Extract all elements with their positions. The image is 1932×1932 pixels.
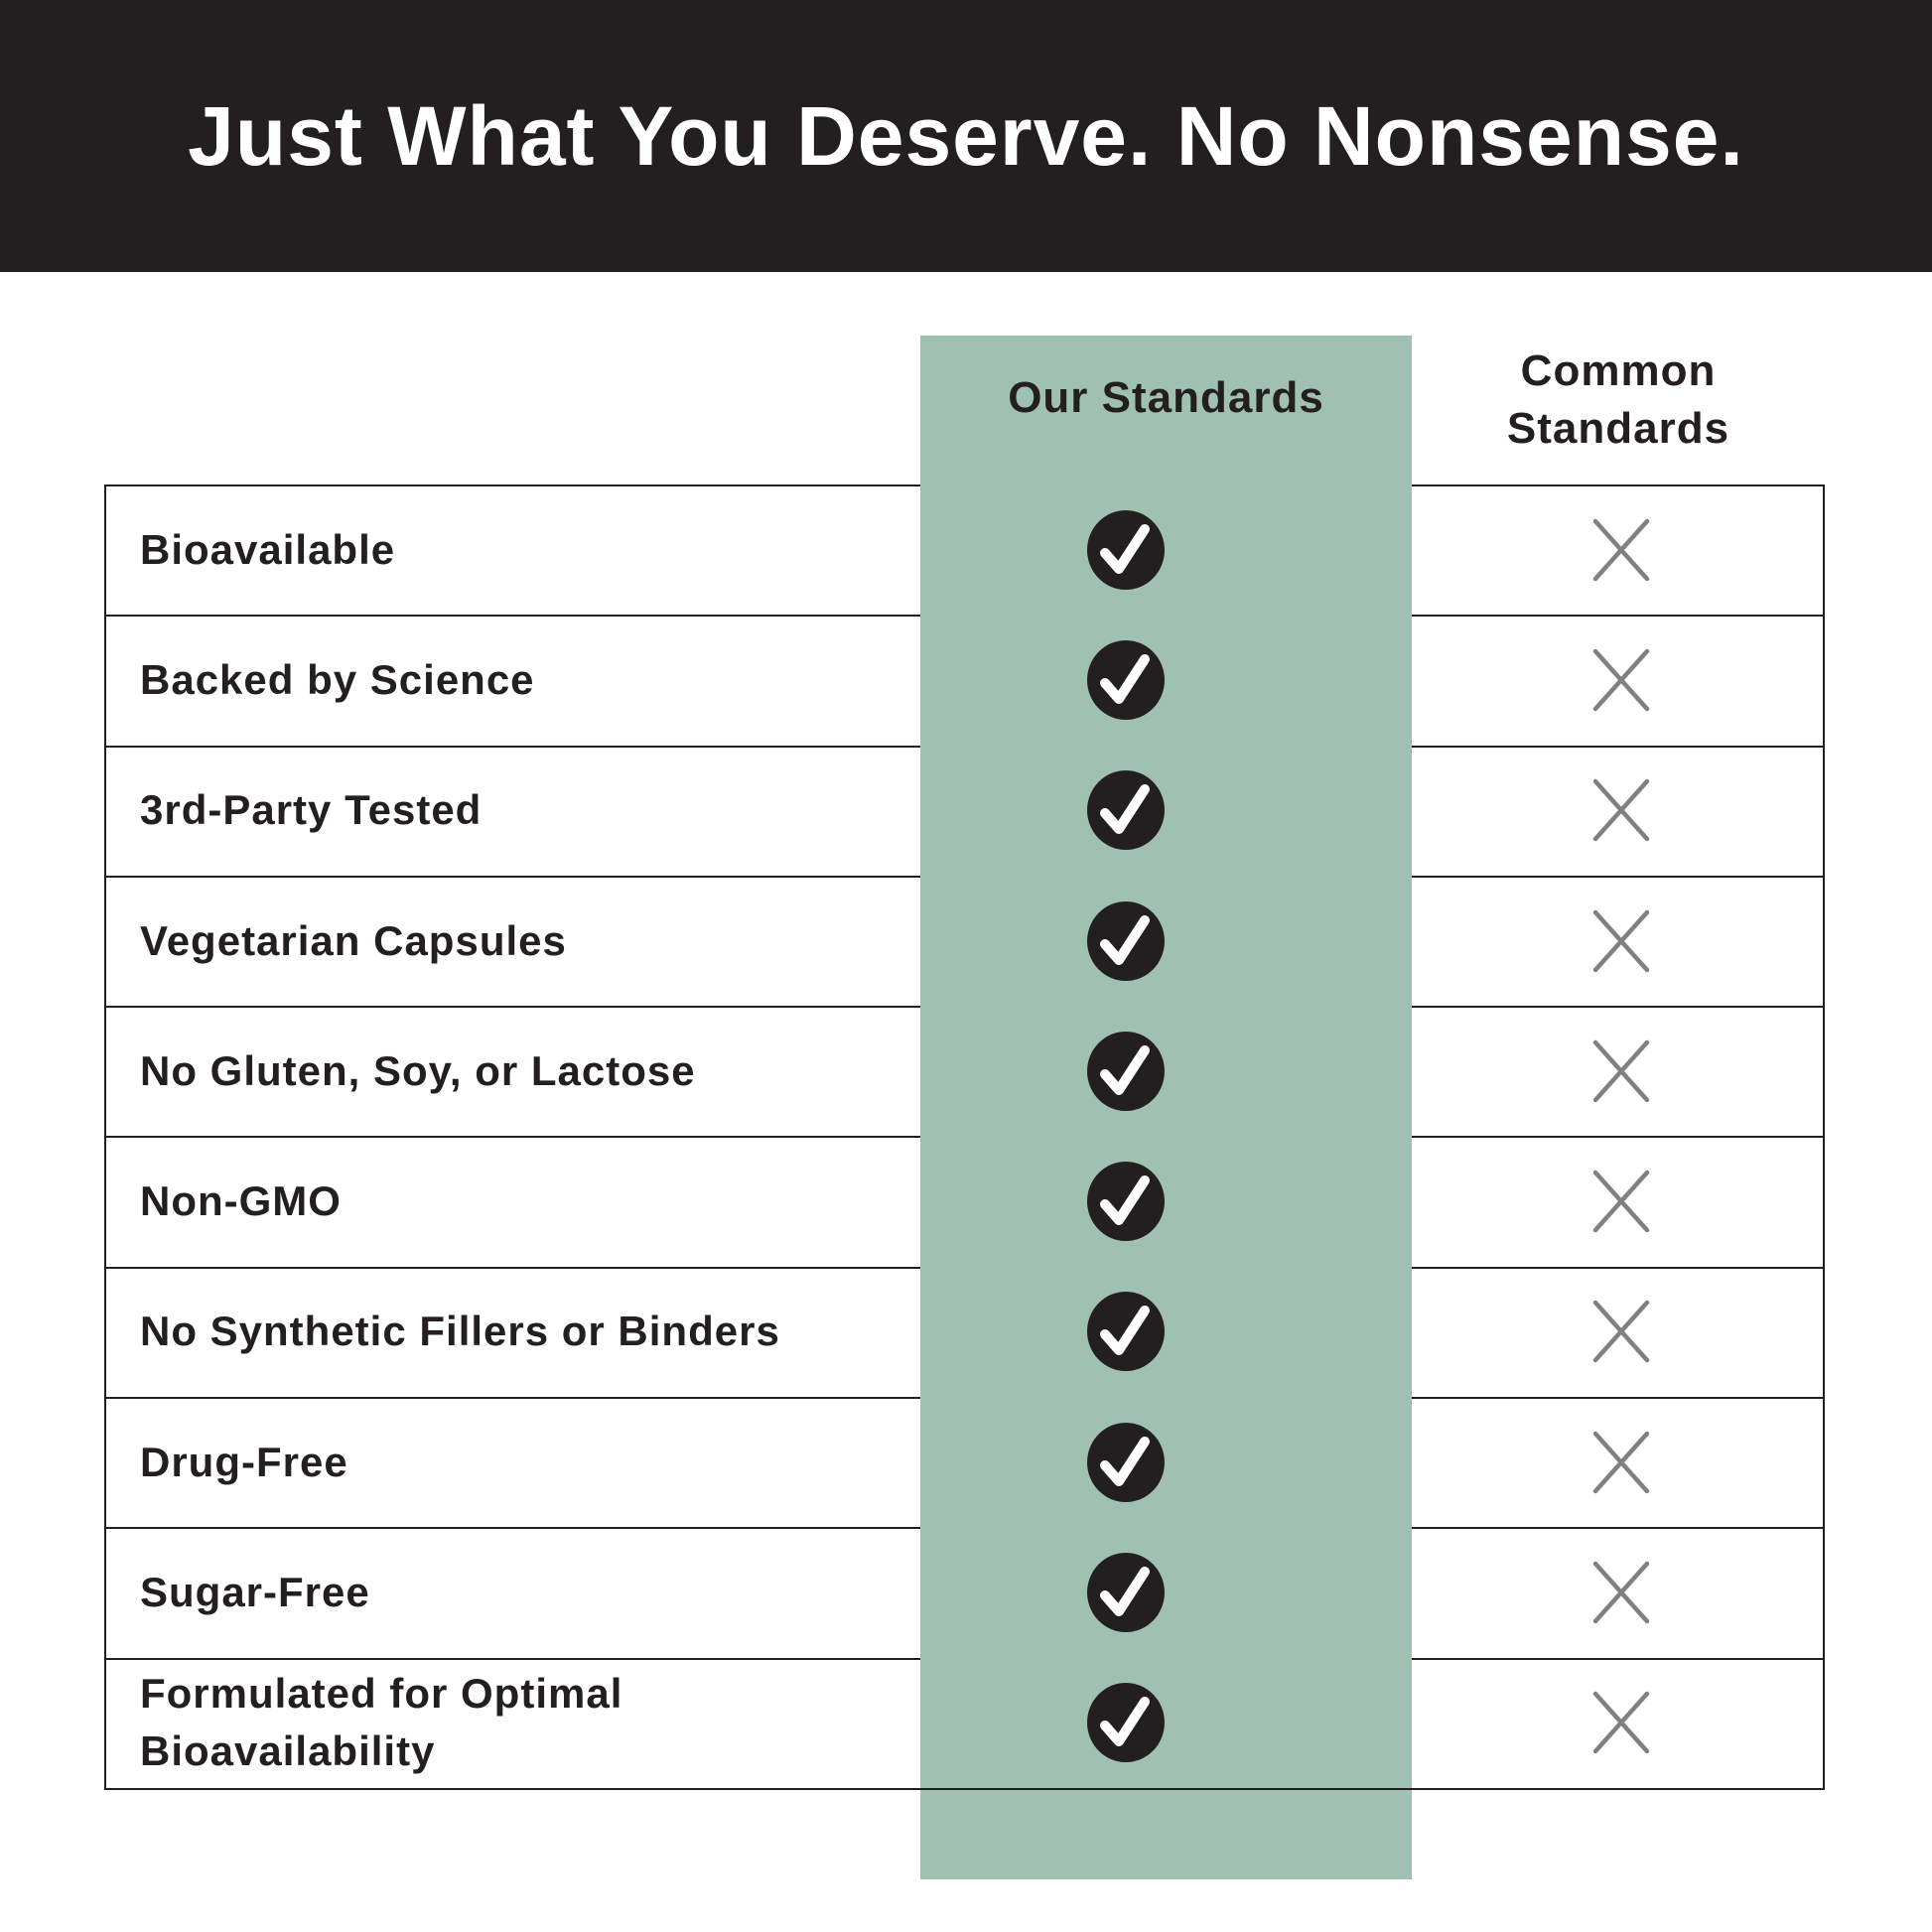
check-icon [1087,1422,1165,1502]
our-standards-cell [920,484,1412,616]
x-icon [1592,1039,1650,1103]
feature-label: Drug-Free [140,1438,348,1485]
table-border [104,1657,106,1788]
our-standards-cell [920,1527,1412,1658]
table-border [104,745,106,876]
table-border [104,615,106,746]
our-standards-cell [920,875,1412,1007]
table-row: Non-GMO [104,1136,1825,1267]
common-standards-line2: Standards [1506,404,1730,453]
table-border [1823,1006,1825,1137]
table-row: Sugar-Free [104,1527,1825,1658]
check-icon [1087,639,1165,720]
table-border [104,1136,106,1267]
table-border [1823,1266,1825,1398]
check-icon [1087,1553,1165,1633]
page-title: Just What You Deserve. No Nonsense. [188,88,1744,183]
our-standards-cell [920,1136,1412,1267]
x-icon [1592,1431,1650,1493]
table-row: Drug-Free [104,1397,1825,1528]
check-icon [1087,1162,1165,1242]
feature-label: Sugar-Free [140,1569,370,1616]
table-border [104,484,106,616]
common-standards-header: Common Standards [1412,343,1825,458]
our-standards-cell [920,1006,1412,1137]
x-icon [1592,1301,1650,1363]
table-border [104,1266,106,1398]
feature-label: Bioavailable [140,525,396,573]
our-standards-header: Our Standards [1008,373,1324,422]
table-border [104,1397,106,1528]
x-icon [1592,909,1650,972]
feature-label: No Gluten, Soy, or Lactose [140,1046,696,1094]
table-border [104,1006,106,1137]
table-border [1823,484,1825,616]
x-icon [1592,1561,1650,1624]
check-icon [1087,770,1165,851]
x-icon [1592,1692,1650,1754]
table-border [1823,1397,1825,1528]
table-row: Backed by Science [104,615,1825,746]
table-border [104,1527,106,1658]
table-border [1823,1527,1825,1658]
our-standards-cell [920,745,1412,876]
x-icon [1592,648,1650,712]
check-icon [1087,1292,1165,1372]
table-border [1823,875,1825,1007]
table-border [1823,745,1825,876]
row-divider [104,1787,1825,1790]
check-icon [1087,1683,1165,1763]
x-icon [1592,1170,1650,1233]
table-border [1823,1136,1825,1267]
x-icon [1592,778,1650,842]
feature-label: No Synthetic Fillers or Binders [140,1308,780,1355]
check-icon [1087,900,1165,981]
check-icon [1087,1031,1165,1111]
table-border [104,875,106,1007]
our-standards-cell [920,1397,1412,1528]
common-standards-line1: Common [1520,346,1717,395]
table-row: No Synthetic Fillers or Binders [104,1266,1825,1398]
x-icon [1592,518,1650,581]
our-standards-cell [920,1657,1412,1788]
feature-label: Vegetarian Capsules [140,916,567,964]
check-icon [1087,509,1165,590]
table-row: No Gluten, Soy, or Lactose [104,1006,1825,1137]
table-row: Formulated for Optimal Bioavailability [104,1657,1825,1790]
table-border [1823,1657,1825,1788]
feature-label: Non-GMO [140,1177,342,1225]
header-banner: Just What You Deserve. No Nonsense. [0,0,1932,272]
table-row: 3rd-Party Tested [104,745,1825,876]
table-border [1823,615,1825,746]
feature-label: Backed by Science [140,655,535,703]
feature-label: Formulated for Optimal Bioavailability [140,1670,623,1775]
table-row: Vegetarian Capsules [104,875,1825,1007]
comparison-table: Bioavailable Backed by Science 3rd-Party… [104,484,1825,1790]
our-standards-cell [920,1266,1412,1398]
feature-label: 3rd-Party Tested [140,786,483,834]
table-row: Bioavailable [104,484,1825,616]
our-standards-cell [920,615,1412,746]
